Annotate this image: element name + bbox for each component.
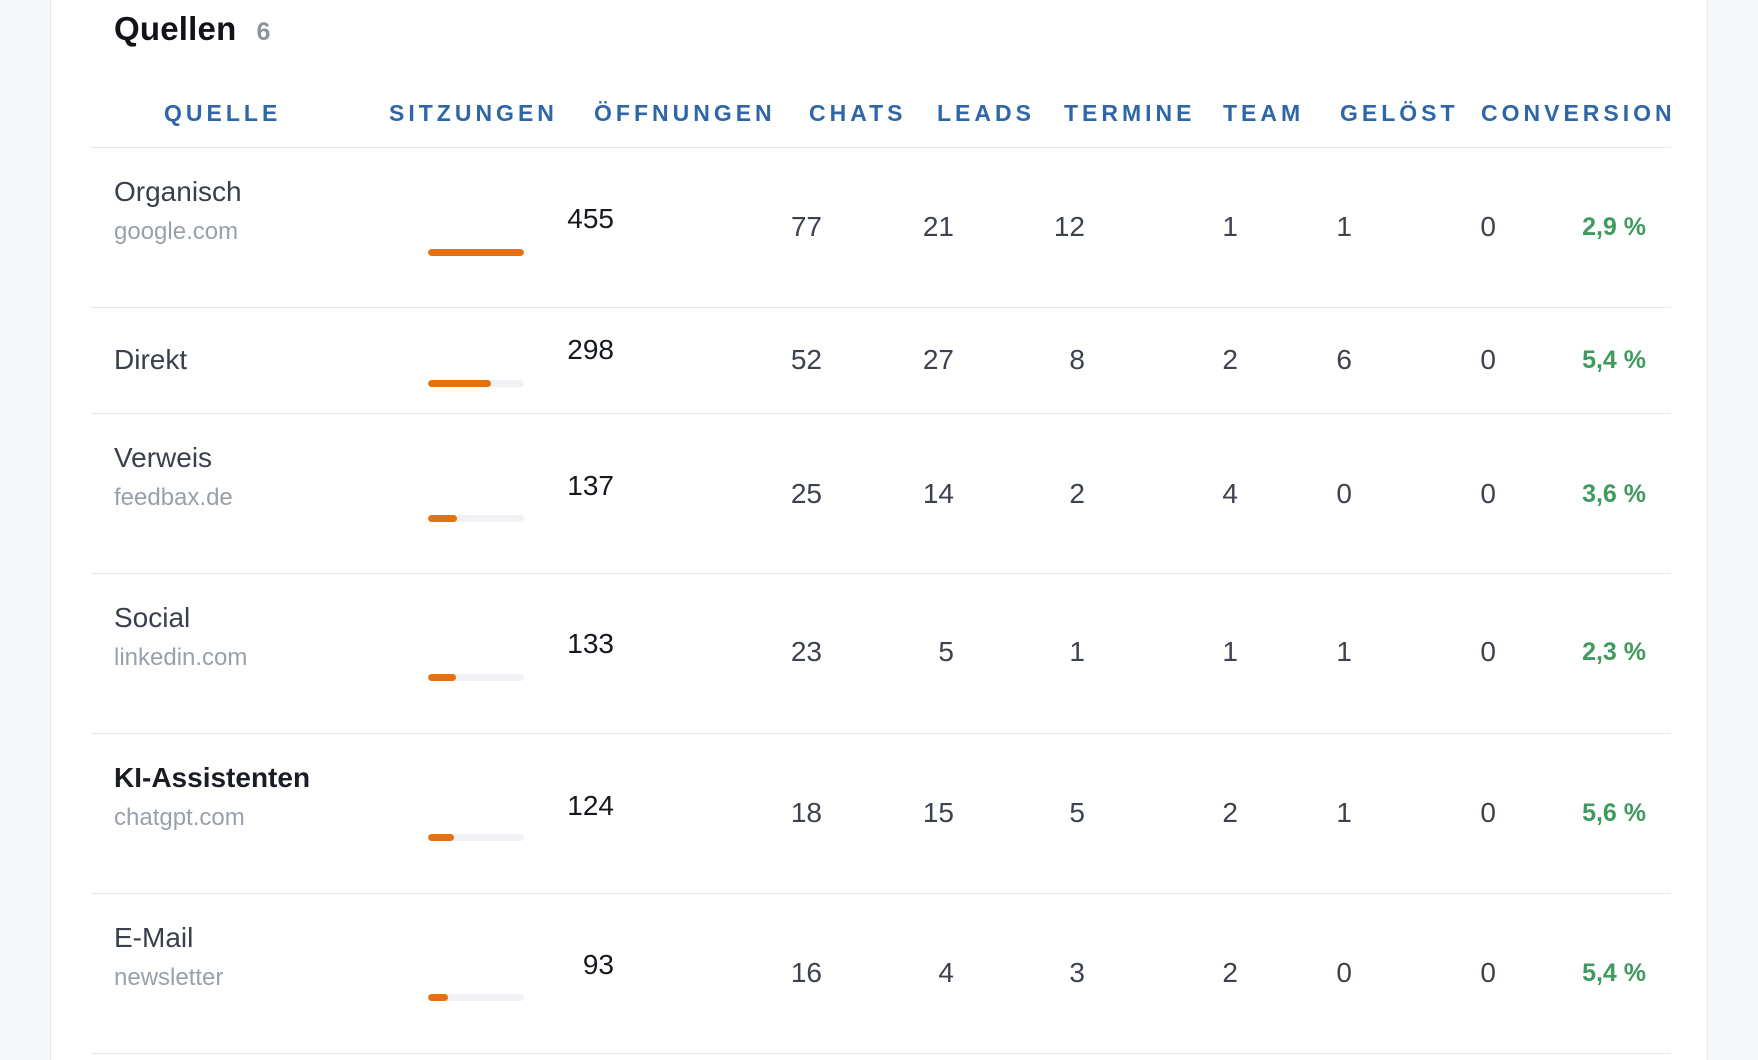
geloest-value: 0 (1480, 797, 1496, 828)
sessions-bar (428, 249, 524, 256)
sessions-bar-fill (428, 674, 457, 681)
termine-value: 2 (1222, 797, 1238, 828)
conversion-value: 5,6 % (1582, 799, 1646, 827)
team-value: 0 (1336, 957, 1352, 988)
source-name: Direkt (114, 344, 188, 375)
geloest-value: 0 (1480, 344, 1496, 375)
table-row[interactable]: Verweis feedbax.de 137 25 14 2 4 0 0 3,6 % (91, 414, 1671, 574)
conversion-value: 3,6 % (1582, 480, 1646, 508)
termine-value: 1 (1222, 636, 1238, 667)
sources-table-body: Organisch google.com 455 77 21 12 1 1 0 2,9 % Dire… (91, 148, 1671, 1054)
section-header: Quellen 6 (114, 10, 270, 48)
geloest-value: 0 (1480, 478, 1496, 509)
sessions-value: 93 (582, 949, 614, 980)
leads-value: 1 (1069, 636, 1085, 667)
column-header-sitzungen[interactable]: SITZUNGEN (389, 100, 558, 126)
sessions-value: 455 (567, 203, 614, 234)
oeffnungen-value: 23 (790, 636, 822, 667)
team-value: 1 (1336, 636, 1352, 667)
source-domain: feedbax.de (114, 484, 233, 511)
leads-value: 8 (1069, 344, 1085, 375)
chats-value: 21 (922, 211, 954, 242)
chats-value: 4 (938, 957, 954, 988)
oeffnungen-value: 18 (790, 797, 822, 828)
conversion-value: 2,9 % (1582, 213, 1646, 241)
column-header-geloest[interactable]: GELÖST (1340, 100, 1459, 126)
conversion-value: 5,4 % (1582, 959, 1646, 987)
termine-value: 1 (1222, 211, 1238, 242)
geloest-value: 0 (1480, 211, 1496, 242)
termine-value: 2 (1222, 957, 1238, 988)
column-header-termine[interactable]: TERMINE (1064, 100, 1196, 126)
section-count: 6 (256, 18, 271, 46)
conversion-value: 2,3 % (1582, 638, 1646, 666)
team-value: 1 (1336, 211, 1352, 242)
sessions-bar (428, 674, 524, 681)
table-row[interactable]: Direkt 298 52 27 8 2 6 0 5,4 % (91, 308, 1671, 414)
conversion-value: 5,4 % (1582, 346, 1646, 374)
sessions-bar-fill (428, 249, 524, 256)
sessions-bar (428, 834, 524, 841)
section-title: Quellen (114, 10, 237, 47)
source-domain: google.com (114, 218, 239, 245)
source-name: E-Mail (114, 922, 194, 953)
chats-value: 5 (938, 636, 954, 667)
source-name: KI-Assistenten (114, 762, 311, 793)
table-row[interactable]: E-Mail newsletter 93 16 4 3 2 0 0 5,4 % (91, 894, 1671, 1054)
sessions-value: 298 (567, 334, 614, 365)
oeffnungen-value: 25 (790, 478, 822, 509)
oeffnungen-value: 16 (790, 957, 822, 988)
table-row[interactable]: Organisch google.com 455 77 21 12 1 1 0 2,9 % (91, 148, 1671, 308)
sessions-bar-fill (428, 994, 448, 1001)
chats-value: 15 (922, 797, 954, 828)
leads-value: 12 (1053, 211, 1085, 242)
team-value: 0 (1336, 478, 1352, 509)
table-row[interactable]: Social linkedin.com 133 23 5 1 1 1 0 2,3 % (91, 574, 1671, 734)
sessions-value: 133 (567, 628, 614, 659)
sessions-value: 124 (567, 790, 614, 821)
source-domain: chatgpt.com (114, 804, 245, 831)
leads-value: 2 (1069, 478, 1085, 509)
column-header-leads[interactable]: LEADS (937, 100, 1035, 126)
termine-value: 4 (1222, 478, 1238, 509)
source-name: Verweis (114, 442, 213, 473)
sessions-value: 137 (567, 470, 614, 501)
column-header-conversion[interactable]: CONVERSION (1481, 100, 1676, 126)
source-name: Organisch (114, 176, 242, 207)
chats-value: 14 (922, 478, 954, 509)
sessions-bar-fill (428, 515, 457, 522)
leads-value: 3 (1069, 957, 1085, 988)
table-row[interactable]: KI-Assistenten chatgpt.com 124 18 15 5 2 1 0 5,6 … (91, 734, 1671, 894)
column-header-oeffnungen[interactable]: ÖFFNUNGEN (594, 100, 776, 126)
sessions-bar (428, 515, 524, 522)
oeffnungen-value: 77 (790, 211, 822, 242)
sources-card: Quellen 6 QUELLE SITZUNGEN ÖFFNUNGEN CHA… (50, 0, 1708, 1060)
table-header: QUELLE SITZUNGEN ÖFFNUNGEN CHATS LEADS T… (91, 92, 1672, 148)
column-header-team[interactable]: TEAM (1223, 100, 1305, 126)
team-value: 1 (1336, 797, 1352, 828)
source-name: Social (114, 602, 191, 633)
sessions-bar (428, 994, 524, 1001)
sessions-bar-fill (428, 834, 455, 841)
termine-value: 2 (1222, 344, 1238, 375)
sessions-bar-fill (428, 380, 491, 387)
column-header-quelle[interactable]: QUELLE (164, 100, 282, 126)
leads-value: 5 (1069, 797, 1085, 828)
sessions-bar (428, 380, 524, 387)
team-value: 6 (1336, 344, 1352, 375)
geloest-value: 0 (1480, 636, 1496, 667)
column-header-chats[interactable]: CHATS (809, 100, 907, 126)
source-domain: linkedin.com (114, 644, 248, 671)
chats-value: 27 (922, 344, 954, 375)
oeffnungen-value: 52 (790, 344, 822, 375)
source-domain: newsletter (114, 964, 224, 991)
geloest-value: 0 (1480, 957, 1496, 988)
